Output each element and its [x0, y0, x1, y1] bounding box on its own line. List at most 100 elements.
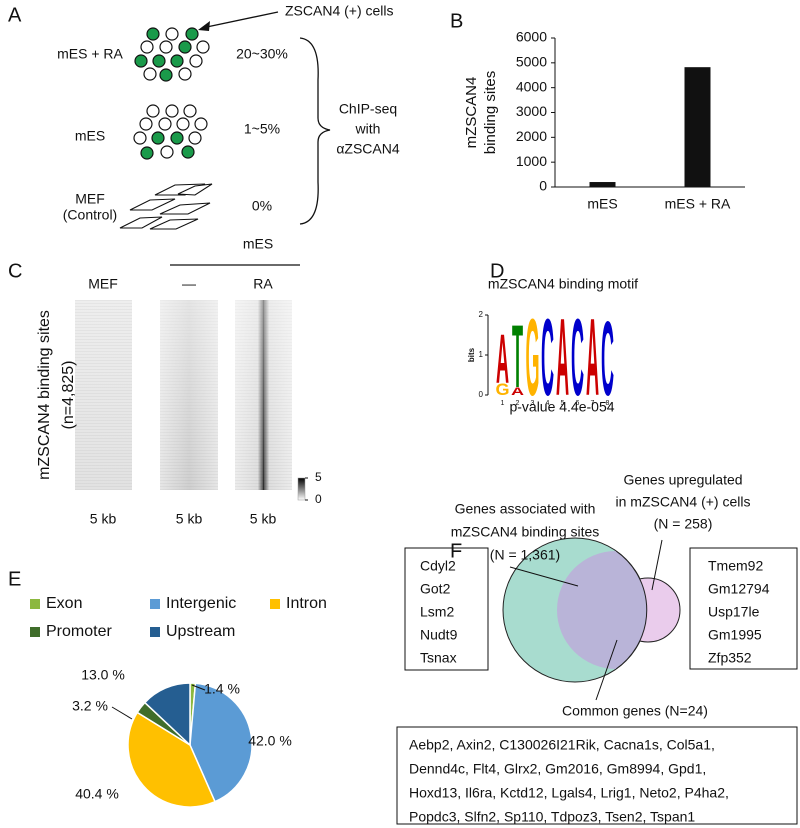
column-label: MEF [88, 276, 118, 292]
legend-swatch [270, 599, 280, 609]
motif-letter: G [495, 380, 509, 399]
value-label: 13.0 % [81, 667, 125, 683]
y-tick-label: 1000 [516, 153, 547, 169]
pie-slice [143, 682, 191, 747]
position-label: 8 [606, 400, 610, 407]
callout-arrow [198, 11, 279, 31]
motif-title: mZSCAN4 binding motif [488, 276, 638, 292]
panel-label: F [450, 540, 462, 562]
y-label: (n=4,825) [60, 361, 77, 430]
motif-letter: A [511, 385, 524, 398]
x-label: 5 kb [90, 511, 117, 527]
y-label: binding sites [482, 71, 499, 154]
y-tick-label: 2000 [516, 128, 547, 144]
motif-letter: G [525, 296, 539, 419]
gene: Gm1995 [708, 627, 762, 643]
gene-box-a [404, 547, 489, 671]
column-label: — [182, 276, 196, 292]
callout: ZSCAN4 (+) cells [285, 3, 394, 19]
assay: αZSCAN4 [336, 141, 400, 157]
bar [684, 67, 711, 187]
legend-label: Intron [286, 595, 327, 612]
legend-label: Upstream [166, 623, 235, 640]
y-tick-label: 5000 [516, 54, 547, 70]
assay: ChIP-seq [339, 101, 397, 117]
gene: Cdyl2 [420, 558, 456, 574]
y-label: mZSCAN4 [463, 77, 480, 149]
colorbar-label: 0 [315, 492, 322, 506]
common-box [396, 726, 798, 825]
legend-swatch [150, 599, 160, 609]
x-label: 5 kb [250, 511, 277, 527]
sample-name: MEF [75, 191, 105, 207]
x-tick-label: mES + RA [665, 196, 731, 212]
position-label: 2 [516, 400, 520, 407]
y-label: bits [467, 347, 476, 362]
leader [111, 706, 133, 720]
x-label: 5 kb [176, 511, 203, 527]
y-tick-label: 0 [479, 390, 484, 399]
y-tick-label: 6000 [516, 29, 547, 45]
position-label: 7 [591, 400, 595, 407]
gene: Nudt9 [420, 627, 458, 643]
motif-letter: C [601, 300, 614, 419]
x-tick-label: mES [587, 196, 617, 212]
fraction: 0% [252, 198, 272, 214]
position-label: 3 [531, 400, 535, 407]
venn [502, 537, 681, 701]
legend-label: Intergenic [166, 595, 236, 612]
gene: Zfp352 [708, 650, 752, 666]
value-label: 40.4 % [75, 786, 119, 802]
motif-letter: A [586, 296, 599, 419]
y-label: mZSCAN4 binding sites [36, 310, 53, 480]
gene: Tsnax [420, 650, 457, 666]
colorbar-label: 5 [315, 470, 322, 484]
sample-name: mES + RA [57, 46, 123, 62]
gene-box-b [689, 547, 798, 670]
position-label: 1 [501, 400, 505, 407]
leader [191, 684, 206, 691]
value-label: 1.4 % [204, 681, 240, 697]
common-genes: Dennd4c, Flt4, Glrx2, Gm2016, Gm8994, Gp… [409, 761, 706, 777]
position-label: 4 [546, 400, 550, 407]
panel-label: B [450, 10, 463, 32]
value-label: 42.0 % [248, 733, 292, 749]
common-genes: Popdc3, Slfn2, Sp110, Tdpoz3, Tsen2, Tsp… [409, 809, 695, 825]
cells [133, 27, 210, 160]
y-tick-label: 2 [479, 310, 484, 319]
sample-name: mES [75, 128, 105, 144]
legend-swatch [150, 627, 160, 637]
value-label: 3.2 % [72, 698, 108, 714]
assay: with [355, 121, 381, 137]
motif-letter: C [541, 296, 554, 419]
legend-label: Exon [46, 595, 82, 612]
y-tick-label: 4000 [516, 78, 547, 94]
set-a-label: (N = 1,361) [490, 547, 560, 563]
brace [299, 37, 331, 225]
common-genes: Aebp2, Axin2, C130026I21Rik, Cacna1s, Co… [409, 737, 715, 753]
colorbar [297, 477, 306, 501]
panel-label: C [8, 260, 22, 282]
fraction: 20~30% [236, 46, 288, 62]
p-value: p-value 4.4e-054 [509, 399, 614, 415]
gene: Usp17le [708, 604, 760, 620]
pie-slice [189, 682, 253, 803]
gene: Gm12794 [708, 581, 770, 597]
legend-swatch [30, 627, 40, 637]
legend-swatch [30, 599, 40, 609]
motif-letter: A [496, 320, 509, 398]
panel-label: A [8, 4, 22, 26]
motif-letter: C [571, 296, 584, 419]
panel-label: E [8, 568, 21, 590]
common-genes: Hoxd13, Il6ra, Kctd12, Lgals4, Lrig1, Ne… [409, 785, 729, 801]
set-b-label: (N = 258) [654, 516, 713, 532]
bar [589, 182, 616, 187]
motif-letter: T [512, 307, 523, 407]
y-tick-label: 0 [539, 178, 547, 194]
set-a-label: mZSCAN4 binding sites [451, 524, 600, 540]
y-tick-label: 1 [479, 350, 484, 359]
set-b-label: in mZSCAN4 (+) cells [616, 494, 751, 510]
panel-label: D [490, 260, 504, 282]
group-label: mES [243, 236, 273, 252]
